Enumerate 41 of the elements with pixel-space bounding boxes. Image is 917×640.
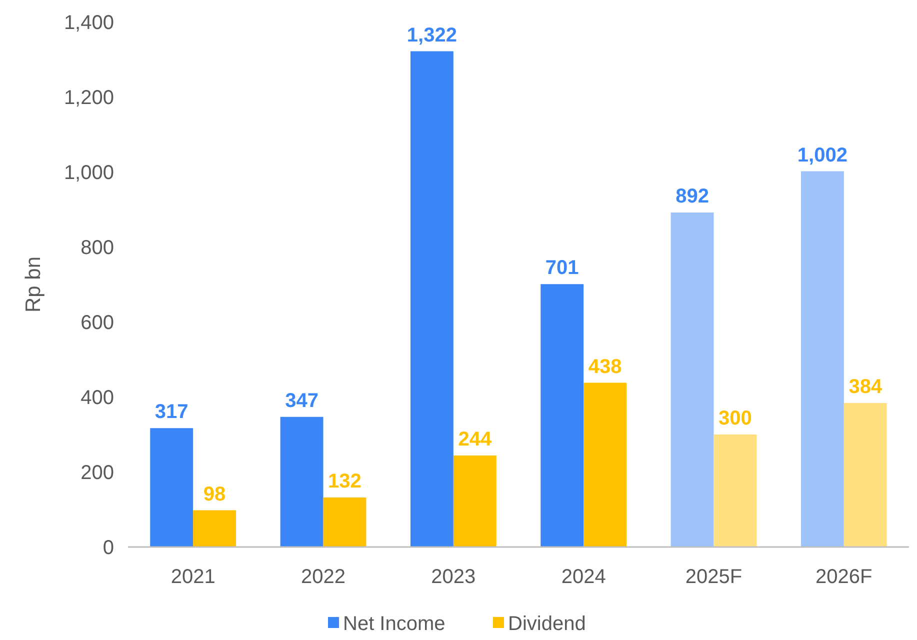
x-tick-label: 2021 <box>170 566 216 588</box>
x-tick-label: 2025F <box>685 566 742 588</box>
data-label: 98 <box>203 483 226 506</box>
y-tick-label: 1,200 <box>64 87 114 109</box>
bar <box>714 434 757 547</box>
bar <box>150 428 194 547</box>
y-tick-label: 0 <box>102 537 114 559</box>
data-label: 132 <box>328 470 362 492</box>
legend-label: Net Income <box>343 613 446 635</box>
bar <box>280 416 324 547</box>
data-label: 317 <box>154 401 188 424</box>
data-label: 892 <box>676 186 709 208</box>
data-label: 347 <box>285 390 318 412</box>
y-tick-label: 1,000 <box>64 162 114 184</box>
bar <box>844 403 887 547</box>
bar <box>453 456 496 547</box>
data-label: 300 <box>718 408 752 430</box>
x-tick-label: 2024 <box>561 566 606 588</box>
data-label: 244 <box>458 428 492 450</box>
x-tick-label: 2023 <box>431 566 476 588</box>
bar <box>410 51 454 547</box>
data-label: 1,002 <box>797 144 848 166</box>
data-label: 438 <box>588 356 622 378</box>
bar <box>584 382 627 547</box>
y-axis-title: Rp bn <box>22 256 45 313</box>
data-label: 701 <box>545 257 579 280</box>
bar <box>323 498 366 547</box>
y-tick-label: 1,400 <box>64 12 114 34</box>
x-tick-label: 2022 <box>301 566 346 588</box>
bar <box>670 212 714 547</box>
bar <box>540 284 584 547</box>
bar <box>800 171 844 547</box>
data-label: 384 <box>848 376 883 398</box>
legend-label: Dividend <box>508 613 586 635</box>
y-tick-label: 400 <box>80 387 114 409</box>
x-tick-label: 2026F <box>816 566 872 588</box>
y-tick-label: 200 <box>80 462 114 484</box>
data-label: 1,322 <box>406 24 457 46</box>
bar <box>193 510 236 547</box>
y-tick-label: 600 <box>80 312 114 334</box>
y-tick-label: 800 <box>80 237 114 259</box>
